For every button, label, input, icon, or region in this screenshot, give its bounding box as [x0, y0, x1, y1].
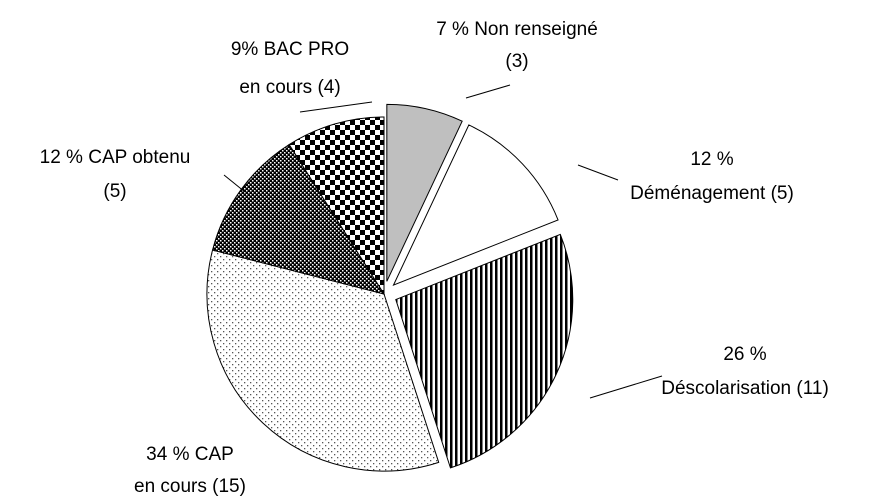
pie-slice [392, 124, 559, 287]
slice-label: en cours (15) [134, 476, 246, 497]
pie-slice [386, 103, 463, 282]
pie-slice [288, 116, 385, 296]
pie-slice [395, 233, 574, 469]
slice-label: 34 % CAP [146, 444, 234, 465]
slice-label: 9% BAC PRO [231, 39, 349, 60]
slice-label: 12 % [690, 149, 733, 170]
leader-line [589, 375, 663, 399]
slice-label: 12 % CAP obtenu [40, 147, 191, 168]
leader-line [223, 174, 246, 193]
leader-line [465, 84, 511, 99]
pie-slice [206, 249, 440, 472]
slice-label: (3) [505, 51, 528, 72]
slice-label: Déscolarisation (11) [661, 378, 829, 399]
slice-label: en cours (4) [239, 77, 340, 98]
slice-label: (5) [103, 181, 126, 202]
slice-label: 7 % Non renseigné [436, 19, 598, 40]
pie-slice [211, 143, 386, 295]
slice-label: Déménagement (5) [630, 183, 794, 204]
leader-line [299, 101, 373, 113]
slice-label: 26 % [723, 344, 766, 365]
leader-line [577, 164, 619, 181]
